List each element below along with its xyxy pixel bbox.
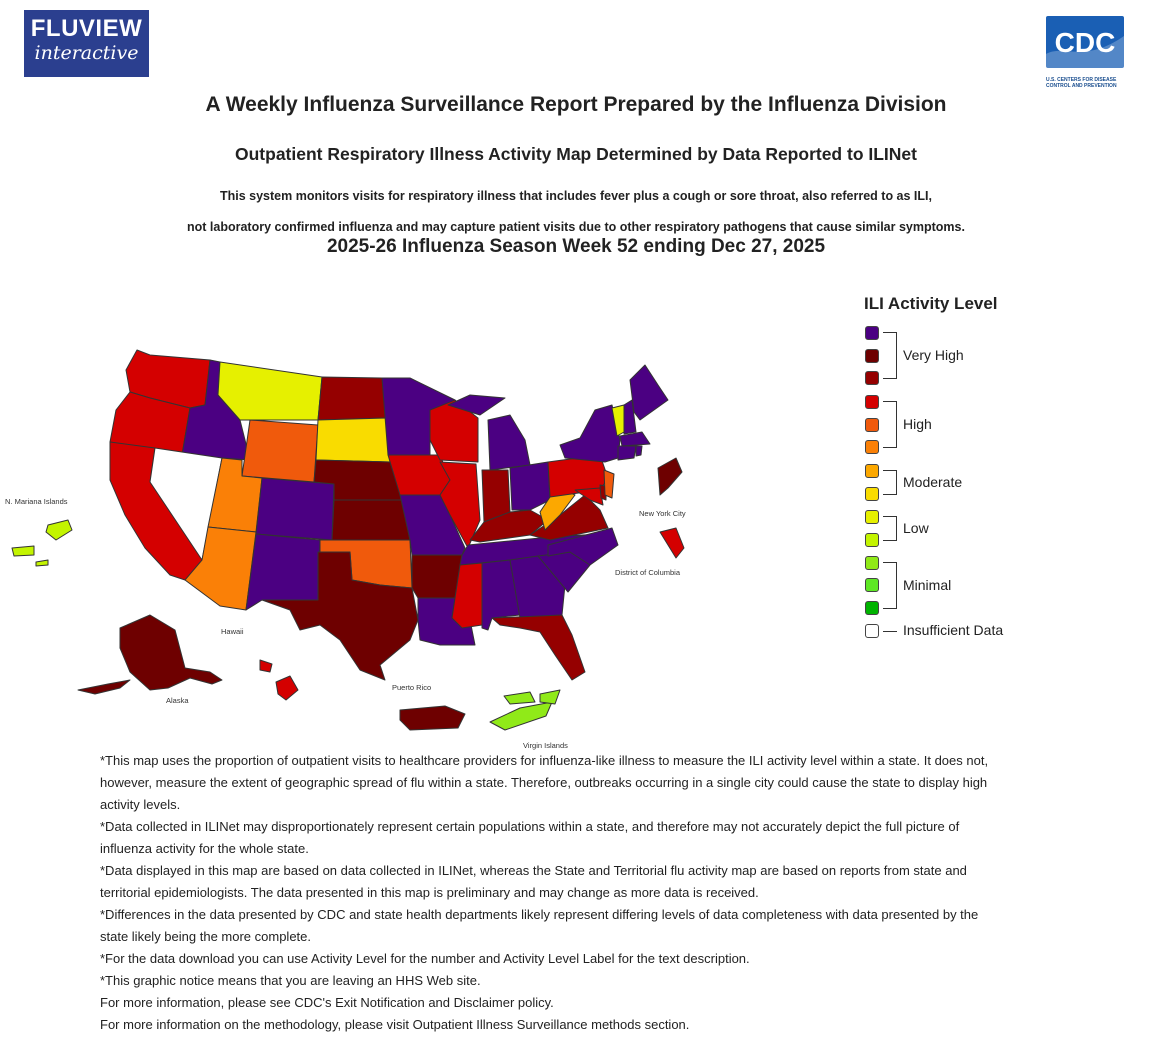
state-il[interactable] [439, 461, 481, 549]
state-n-mariana-islands-2[interactable] [11, 545, 35, 557]
legend-swatch [865, 487, 879, 501]
label-alaska: Alaska [166, 696, 189, 705]
state-mi[interactable] [487, 414, 531, 471]
label-new-york-city: New York City [639, 509, 686, 518]
cdc-logo-text: CDC [1055, 27, 1116, 58]
label-n-mariana-islands: N. Mariana Islands [5, 497, 68, 506]
state-ak-chain[interactable] [77, 679, 131, 695]
state-tx[interactable] [261, 551, 419, 681]
cdc-logo[interactable]: CDC U.S. CENTERS FOR DISEASE CONTROL AND… [1044, 14, 1128, 89]
legend-label: Minimal [903, 576, 952, 593]
note-3: *Data displayed in this map are based on… [100, 863, 967, 900]
state-ma[interactable] [619, 431, 651, 447]
legend-bracket [883, 332, 897, 379]
map-title: Outpatient Respiratory Illness Activity … [235, 144, 917, 164]
fluview-logo-line1: FLUVIEW [30, 15, 143, 42]
report-title: A Weekly Influenza Surveillance Report P… [205, 93, 947, 116]
legend-swatch [865, 578, 879, 592]
legend-label: Insufficient Data [903, 622, 1004, 638]
legend-bracket [883, 470, 897, 495]
state-virgin-islands-2[interactable] [503, 691, 536, 705]
state-n-mariana-islands[interactable] [45, 519, 73, 541]
legend-swatch [865, 464, 879, 478]
state-mt[interactable] [217, 361, 323, 421]
state-puerto-rico[interactable] [399, 705, 466, 731]
state-me[interactable] [629, 364, 669, 421]
legend-bracket [883, 562, 897, 609]
legend-dash [883, 631, 897, 632]
state-virgin-islands[interactable] [489, 701, 553, 731]
state-hi-main[interactable] [275, 675, 299, 701]
state-ny[interactable] [559, 404, 621, 463]
state-ar[interactable] [411, 554, 463, 599]
legend-label: Moderate [903, 473, 963, 490]
label-district-of-columbia: District of Columbia [615, 568, 681, 577]
cdc-logo-caption: U.S. CENTERS FOR DISEASE CONTROL AND PRE… [1046, 77, 1117, 89]
state-ri[interactable] [635, 445, 643, 457]
legend-swatch [865, 395, 879, 409]
fluview-logo[interactable]: FLUVIEW interactive [24, 10, 149, 77]
note-5: *For the data download you can use Activ… [100, 951, 750, 966]
state-sd[interactable] [315, 417, 391, 463]
state-nm[interactable] [245, 533, 321, 611]
label-puerto-rico: Puerto Rico [392, 683, 431, 692]
ili-activity-map: N. Mariana Islands New York City Distric… [5, 349, 686, 750]
legend-swatch [865, 533, 879, 547]
state-ky[interactable] [469, 509, 549, 543]
legend-bracket [883, 401, 897, 448]
state-mi-upper[interactable] [447, 394, 506, 416]
state-wi[interactable] [429, 399, 479, 463]
note-1: *This map uses the proportion of outpati… [100, 753, 989, 812]
state-nd[interactable] [317, 376, 387, 421]
label-hawaii: Hawaii [221, 627, 244, 636]
footnotes: *This map uses the proportion of outpati… [100, 750, 1000, 1036]
note-7: For more information, please see CDC's E… [100, 995, 554, 1010]
season-title: 2025-26 Influenza Season Week 52 ending … [326, 236, 826, 257]
state-oh[interactable] [509, 461, 551, 511]
legend-swatch [865, 418, 879, 432]
state-wy[interactable] [241, 419, 319, 483]
legend-bracket [883, 516, 897, 541]
legend-swatch [865, 371, 879, 385]
legend-title: ILI Activity Level [864, 294, 998, 313]
state-md[interactable] [574, 487, 604, 506]
state-nc[interactable] [547, 527, 619, 566]
inset-district-of-columbia[interactable] [657, 457, 683, 496]
fluview-logo-line2: interactive [34, 42, 139, 64]
legend-swatch [865, 556, 879, 570]
note-2: *Data collected in ILINet may disproport… [100, 819, 960, 856]
description-line-2: not laboratory confirmed influenza and m… [187, 220, 965, 234]
label-virgin-islands: Virgin Islands [523, 741, 568, 750]
activity-legend: ILI Activity Level Very High High Moderate… [864, 294, 1064, 644]
note-8: For more information on the methodology,… [100, 1017, 690, 1032]
map-description: This system monitors visits for respirat… [0, 181, 1152, 243]
state-co[interactable] [255, 477, 335, 541]
description-line-1: This system monitors visits for respirat… [219, 189, 932, 203]
legend-swatch [865, 510, 879, 524]
state-nj[interactable] [603, 469, 615, 499]
legend-swatch [865, 440, 879, 454]
legend-label: High [903, 415, 932, 432]
legend-label: Low [903, 519, 929, 536]
legend-label: Very High [903, 346, 964, 363]
state-fl[interactable] [491, 614, 586, 681]
state-ak[interactable] [119, 614, 223, 691]
state-ct[interactable] [617, 445, 637, 461]
note-6: *This graphic notice means that you are … [100, 973, 481, 988]
state-ks[interactable] [331, 499, 411, 541]
legend-swatch [865, 326, 879, 340]
state-nh[interactable] [623, 399, 637, 435]
legend-swatch [865, 349, 879, 363]
state-n-mariana-islands-3[interactable] [35, 559, 49, 567]
state-hi-maui[interactable] [259, 659, 273, 673]
state-virgin-islands-3[interactable] [539, 689, 561, 705]
legend-swatch [865, 601, 879, 615]
cdc-logo-mark: CDC [1046, 16, 1124, 68]
inset-new-york-city[interactable] [659, 527, 685, 559]
note-4: *Differences in the data presented by CD… [100, 907, 979, 944]
legend-swatch [865, 624, 879, 638]
